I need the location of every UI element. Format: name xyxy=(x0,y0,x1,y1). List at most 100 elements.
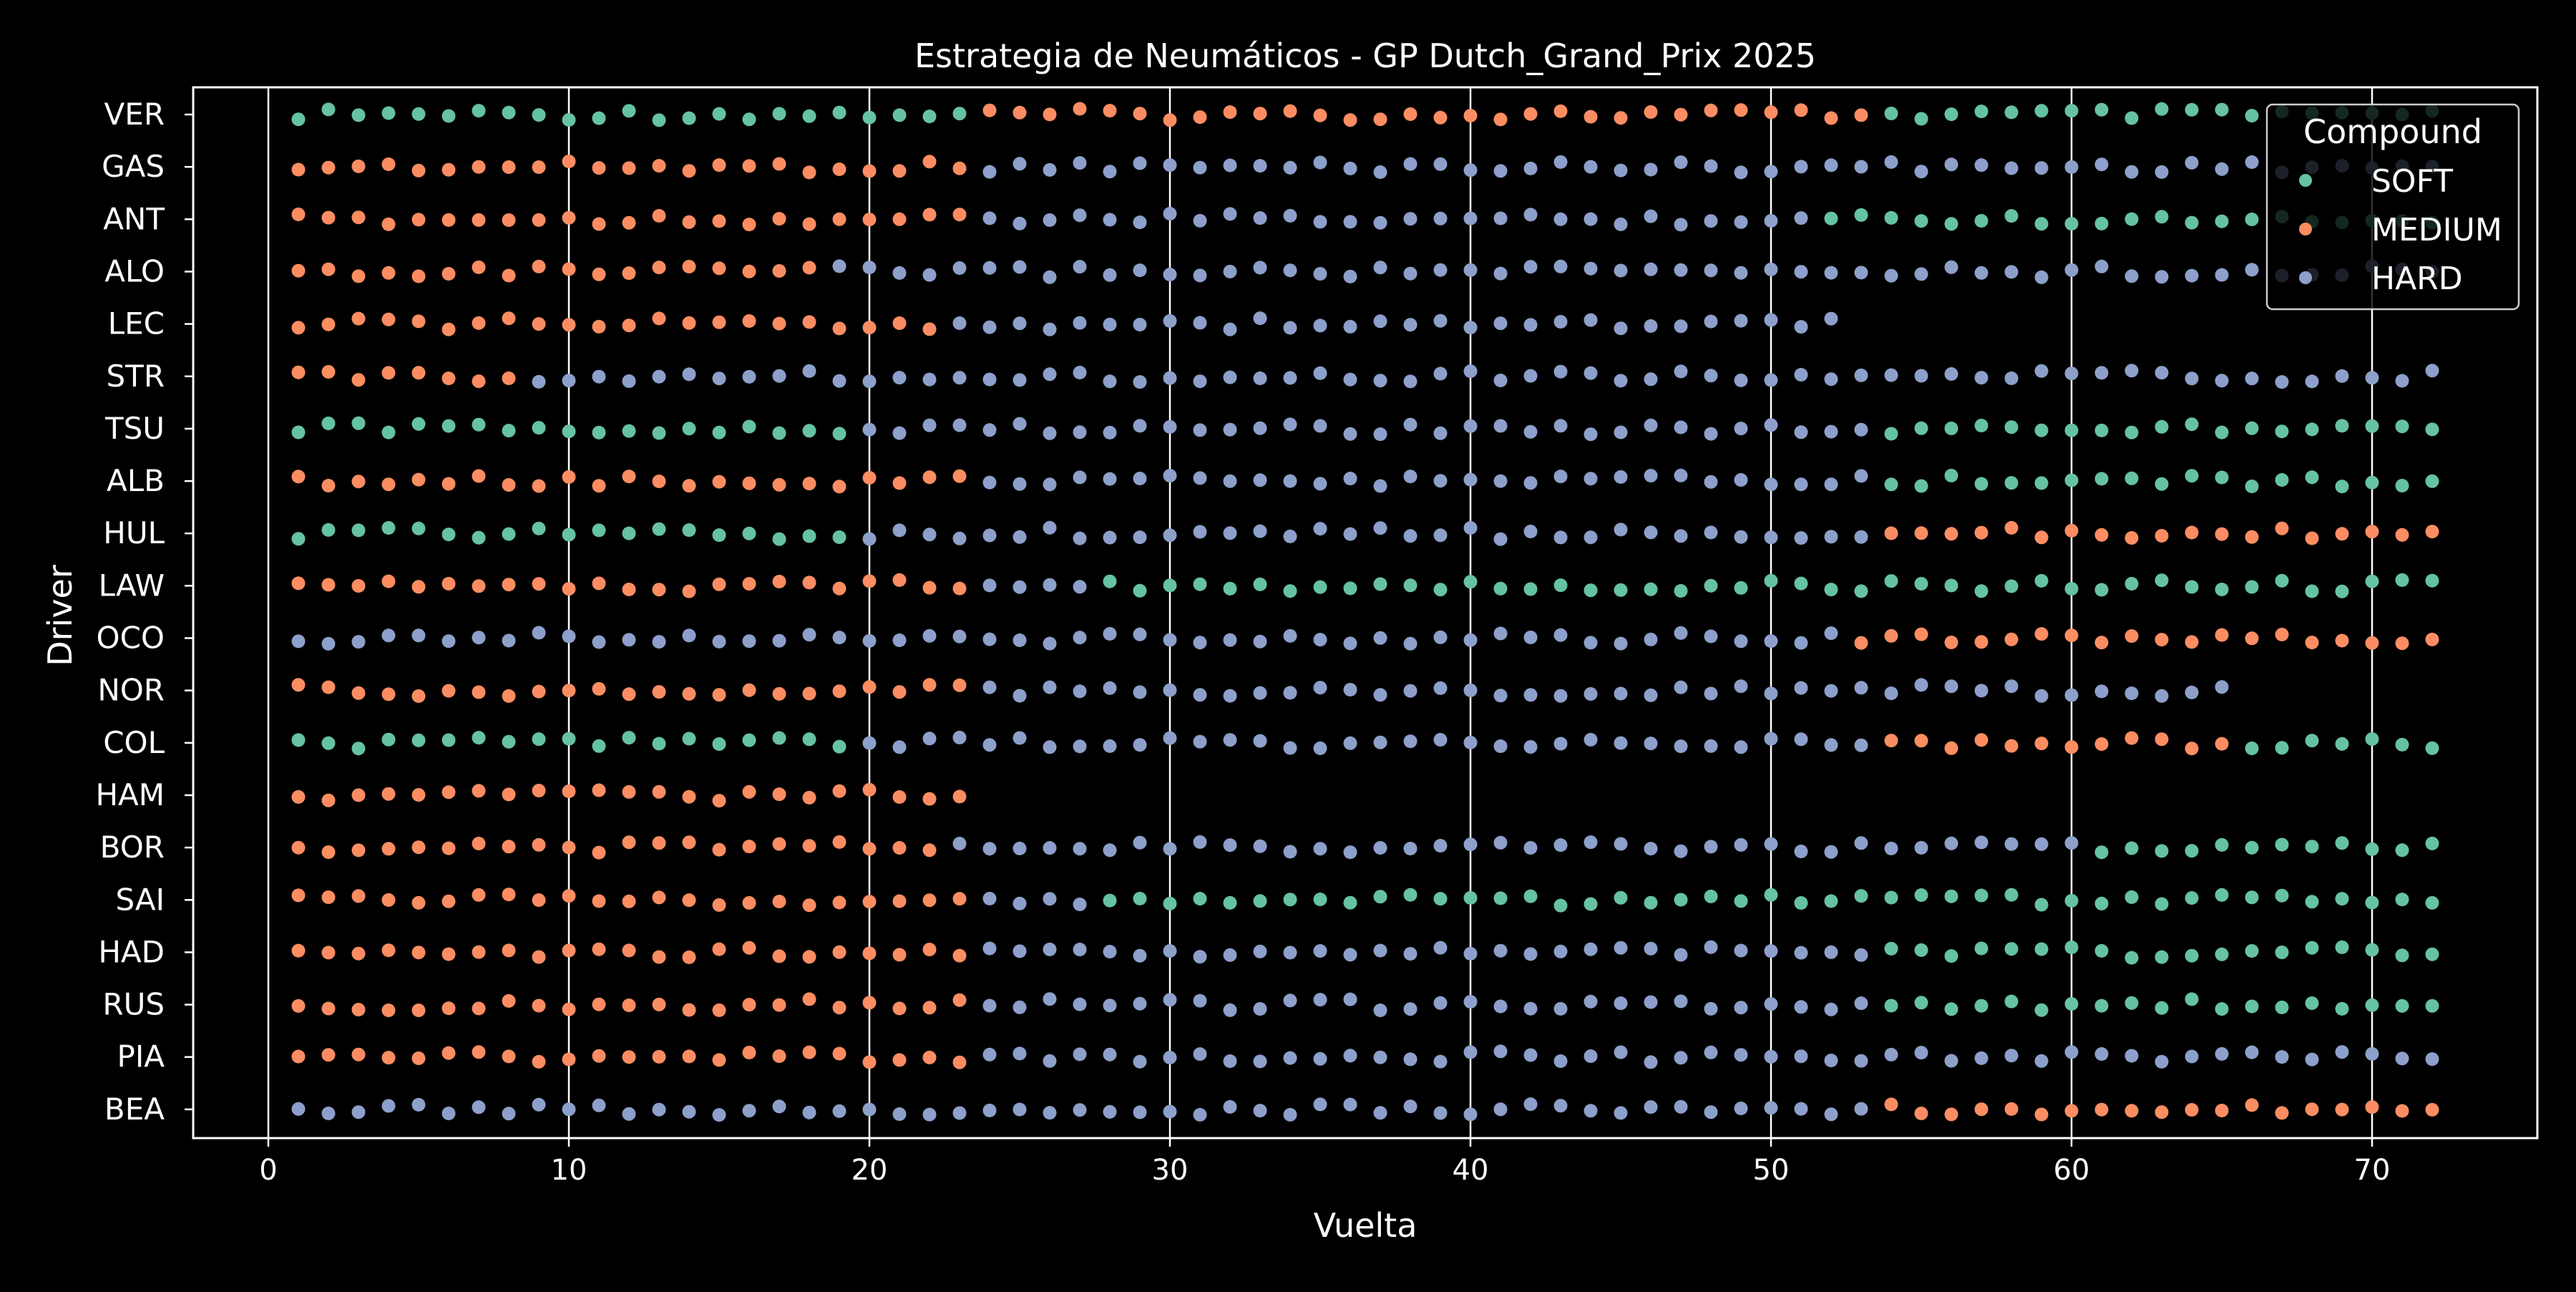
lap-point-gas-31 xyxy=(1193,160,1207,175)
lap-point-bor-57 xyxy=(1974,835,1989,850)
lap-point-hul-24 xyxy=(982,528,997,543)
y-tick-label-nor: NOR xyxy=(97,673,165,708)
lap-point-ant-33 xyxy=(1253,211,1267,225)
lap-point-gas-65 xyxy=(2215,162,2229,176)
lap-point-tsu-59 xyxy=(2034,423,2049,437)
lap-point-ver-13 xyxy=(652,113,666,127)
lap-point-lec-28 xyxy=(1103,317,1117,331)
lap-point-col-31 xyxy=(1193,734,1207,749)
lap-point-bor-7 xyxy=(472,837,486,850)
lap-point-pia-48 xyxy=(1704,1045,1718,1059)
lap-point-gas-36 xyxy=(1343,161,1357,175)
lap-point-bor-67 xyxy=(2275,837,2289,852)
lap-point-oco-54 xyxy=(1884,628,1898,643)
lap-point-sai-45 xyxy=(1614,890,1628,905)
lap-point-col-68 xyxy=(2305,734,2319,748)
lap-point-rus-38 xyxy=(1403,1002,1418,1016)
lap-point-pia-71 xyxy=(2395,1051,2409,1066)
lap-point-alb-72 xyxy=(2425,474,2439,488)
lap-point-had-18 xyxy=(802,950,816,964)
lap-point-sai-66 xyxy=(2245,890,2259,905)
lap-point-ham-4 xyxy=(381,787,396,801)
lap-point-law-26 xyxy=(1043,578,1057,592)
lap-point-nor-41 xyxy=(1493,689,1508,703)
lap-point-law-5 xyxy=(411,580,426,594)
lap-point-pia-38 xyxy=(1403,1052,1418,1067)
lap-point-alb-11 xyxy=(592,479,606,493)
lap-point-had-31 xyxy=(1193,950,1207,964)
chart-title: Estrategia de Neumáticos - GP Dutch_Gran… xyxy=(914,37,1816,75)
lap-point-nor-22 xyxy=(922,678,937,692)
lap-point-pia-61 xyxy=(2094,1047,2109,1061)
lap-point-law-2 xyxy=(321,578,336,592)
lap-point-col-62 xyxy=(2124,731,2139,745)
lap-point-bea-16 xyxy=(742,1104,756,1118)
lap-point-ant-32 xyxy=(1223,207,1237,221)
lap-point-tsu-17 xyxy=(772,426,786,440)
lap-point-oco-50 xyxy=(1764,634,1778,649)
lap-point-bea-1 xyxy=(291,1102,306,1116)
lap-point-bea-34 xyxy=(1283,1107,1297,1122)
lap-point-alo-15 xyxy=(712,261,726,276)
lap-point-pia-32 xyxy=(1223,1054,1237,1068)
stint-ham-medium-1 xyxy=(291,782,967,808)
lap-point-bor-27 xyxy=(1073,842,1087,856)
lap-point-had-13 xyxy=(652,950,666,964)
lap-point-alb-8 xyxy=(502,478,516,492)
lap-point-ant-46 xyxy=(1644,209,1658,223)
lap-point-ham-18 xyxy=(802,790,816,805)
lap-point-ver-19 xyxy=(832,105,847,120)
lap-point-bor-11 xyxy=(592,845,606,860)
lap-point-pia-64 xyxy=(2185,1049,2199,1064)
lap-point-lec-32 xyxy=(1223,322,1237,336)
stint-ant-medium-1 xyxy=(291,208,967,232)
lap-point-hul-57 xyxy=(1974,525,1989,540)
lap-point-ver-61 xyxy=(2094,102,2109,117)
lap-point-ant-55 xyxy=(1914,214,1928,228)
lap-point-col-43 xyxy=(1553,737,1568,751)
lap-point-rus-34 xyxy=(1283,994,1297,1008)
lap-point-had-53 xyxy=(1854,948,1868,962)
lap-point-pia-72 xyxy=(2425,1052,2439,1067)
lap-point-law-25 xyxy=(1013,580,1027,594)
lap-point-bor-33 xyxy=(1253,839,1267,853)
lap-point-str-40 xyxy=(1463,364,1478,379)
lap-point-hul-60 xyxy=(2064,523,2079,538)
lap-point-lec-8 xyxy=(502,311,516,326)
lap-point-str-58 xyxy=(2004,371,2019,385)
lap-point-gas-61 xyxy=(2094,157,2109,172)
lap-point-had-72 xyxy=(2425,947,2439,961)
lap-point-ver-31 xyxy=(1193,110,1207,125)
lap-point-pia-46 xyxy=(1644,1055,1658,1069)
lap-point-bor-32 xyxy=(1223,838,1237,853)
y-tick-label-bea: BEA xyxy=(104,1092,165,1127)
lap-point-had-25 xyxy=(1013,944,1027,958)
lap-point-gas-66 xyxy=(2245,155,2259,169)
lap-point-ant-15 xyxy=(712,214,726,228)
lap-point-alo-60 xyxy=(2064,263,2079,277)
lap-point-rus-71 xyxy=(2395,999,2409,1013)
lap-point-col-67 xyxy=(2275,741,2289,755)
lap-point-col-46 xyxy=(1644,737,1658,751)
x-tick-label-0: 0 xyxy=(259,1154,277,1187)
lap-point-sai-14 xyxy=(682,893,696,908)
lap-point-sai-12 xyxy=(622,894,636,908)
lap-point-nor-53 xyxy=(1854,681,1868,695)
lap-point-tsu-72 xyxy=(2425,422,2439,437)
lap-point-nor-52 xyxy=(1824,684,1838,698)
lap-point-nor-32 xyxy=(1223,689,1237,703)
lap-point-tsu-39 xyxy=(1433,426,1448,440)
lap-point-oco-58 xyxy=(2004,632,2019,646)
stint-alb-hard-24 xyxy=(982,468,1868,493)
lap-point-gas-20 xyxy=(862,164,877,178)
lap-point-oco-15 xyxy=(712,634,726,649)
lap-point-oco-8 xyxy=(502,633,516,648)
lap-point-oco-7 xyxy=(472,631,486,645)
lap-point-bor-39 xyxy=(1433,839,1448,853)
lap-point-alb-63 xyxy=(2155,477,2169,491)
lap-point-pia-69 xyxy=(2335,1045,2349,1059)
lap-point-ver-36 xyxy=(1343,113,1357,127)
lap-point-ver-33 xyxy=(1253,107,1267,121)
lap-point-bor-10 xyxy=(562,840,576,855)
lap-point-lec-35 xyxy=(1313,319,1327,333)
